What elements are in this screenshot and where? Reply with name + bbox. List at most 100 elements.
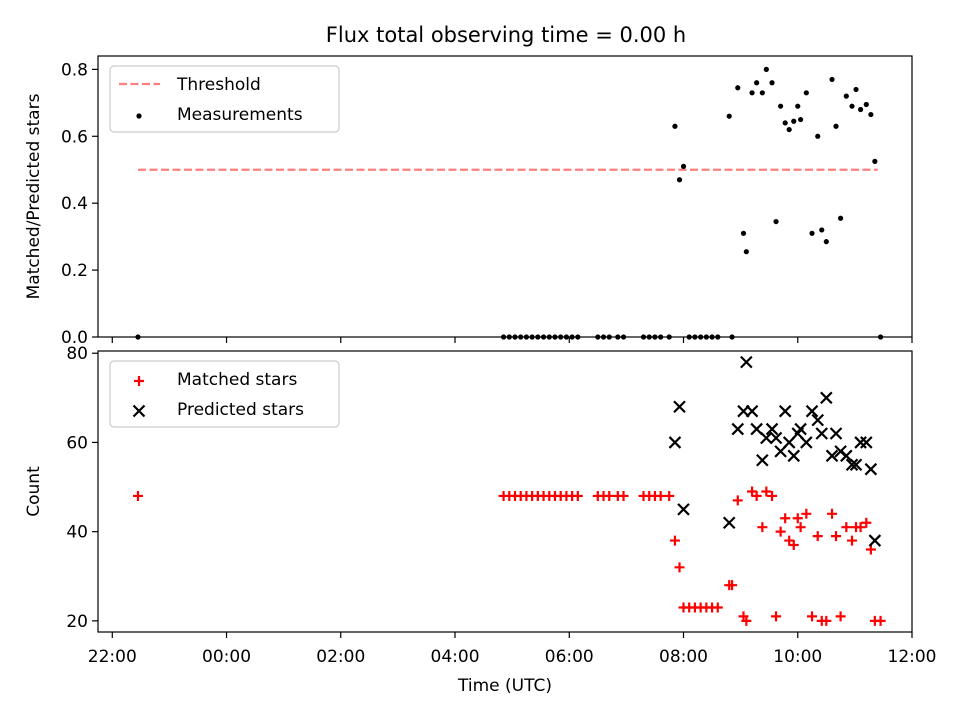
predicted-star-point [854, 436, 867, 449]
matched-star-point [751, 490, 762, 501]
measurement-point [740, 230, 747, 236]
matched-star-point [761, 486, 772, 497]
matched-star-point [664, 490, 675, 501]
matched-star-point [572, 490, 583, 501]
y-tick-label: 0.8 [61, 60, 88, 80]
measurement-point [726, 113, 732, 119]
measurement-point [837, 215, 844, 221]
matched-star-point [847, 535, 858, 546]
legend-label: Matched stars [177, 370, 297, 390]
predicted-star-point [668, 436, 682, 449]
matched-star-point [855, 522, 866, 533]
matched-star-point [732, 495, 743, 506]
predicted-star-point [805, 404, 819, 418]
x-tick-label: 12:00 [888, 647, 937, 667]
predicted-star-point [849, 458, 863, 472]
measurement-point [809, 230, 815, 236]
matched-star-point [741, 615, 752, 626]
series-0 [132, 486, 886, 626]
predicted-star-point [794, 422, 807, 436]
legend-box [109, 65, 340, 133]
measurement-point [786, 126, 792, 133]
measurement-point [868, 111, 874, 118]
measurement-point [819, 227, 825, 233]
predicted-star-point [745, 404, 759, 418]
predicted-star-point [787, 449, 801, 463]
legend-predicted-swatch [132, 404, 146, 418]
predicted-star-point [845, 458, 859, 472]
predicted-star-point [800, 436, 813, 449]
matched-star-point [831, 531, 842, 542]
measurement-point [759, 90, 765, 96]
matched-star-point [775, 526, 786, 537]
predicted-star-point [750, 422, 763, 436]
predicted-star-point [815, 427, 829, 440]
measurement-point [849, 103, 855, 109]
predicted-star-point [677, 503, 690, 516]
top-panel: 0.0 0.2 0.4 0.6 0.8 Matched/Predicted stars Th… [24, 55, 913, 348]
matched-star-point [821, 615, 832, 626]
measurement-point [863, 101, 869, 108]
legend-label: Measurements [177, 105, 303, 125]
matched-star-point [132, 490, 143, 501]
predicted-star-point [840, 449, 853, 463]
y-tick-label: 0.4 [61, 194, 88, 214]
predicted-star-point [778, 404, 792, 418]
matched-star-point [861, 517, 872, 528]
legend: Matched stars Predicted stars [109, 360, 340, 428]
y-tick-label: 40 [66, 523, 88, 543]
measurement-point [829, 76, 835, 83]
matched-star-point [792, 513, 803, 524]
predicted-star-point [765, 422, 779, 436]
legend-matched-swatch [134, 376, 144, 386]
measurement-point [749, 90, 755, 96]
measurement-point [791, 118, 797, 124]
measurement-point [833, 123, 839, 129]
predicted-star-point [868, 534, 882, 547]
matched-star-point [655, 490, 666, 501]
legend-measurement-swatch [136, 113, 142, 119]
legend: Threshold Measurements [109, 65, 340, 133]
matched-star-point [618, 490, 629, 501]
measurement-point [778, 103, 784, 109]
x-tick-label: 02:00 [316, 647, 365, 667]
matched-star-point [807, 611, 818, 622]
measurement-point [680, 163, 687, 169]
measurement-point [798, 116, 804, 123]
matched-star-point [757, 522, 768, 533]
measurement-point [843, 93, 849, 99]
measurement-point [754, 80, 760, 86]
predicted-star-point [864, 462, 878, 476]
x-tick-label: 06:00 [545, 647, 594, 667]
matched-star-point [771, 611, 782, 622]
predicted-star-point [825, 449, 839, 463]
matched-star-point [712, 602, 723, 613]
predicted-star-point [860, 436, 873, 449]
x-axis-label: Time (UTC) [457, 676, 552, 696]
predicted-star-point [722, 516, 736, 529]
measurement-point [676, 177, 683, 183]
y-tick-label: 0.6 [61, 127, 88, 147]
measurement-point [735, 85, 741, 91]
measurement-point [823, 239, 829, 245]
predicted-star-point [760, 431, 773, 445]
x-tick-label: 10:00 [773, 647, 822, 667]
matched-star-point [669, 535, 680, 546]
measurement-point [763, 66, 769, 72]
matched-star-point [780, 513, 791, 524]
axes-frame [97, 55, 913, 338]
predicted-star-point [769, 431, 783, 445]
measurement-point [857, 106, 864, 113]
predicted-star-point [811, 413, 825, 427]
y-tick-label: 80 [66, 344, 88, 364]
x-tick-label: 22:00 [88, 647, 137, 667]
matched-star-point [835, 611, 846, 622]
predicted-star-point [820, 391, 833, 405]
matched-star-point [784, 535, 795, 546]
measurement-point [672, 123, 678, 129]
y-tick-label: 0.2 [61, 261, 88, 281]
predicted-star-point [829, 427, 843, 440]
measurement-point [803, 90, 809, 96]
matched-star-point [674, 562, 685, 573]
